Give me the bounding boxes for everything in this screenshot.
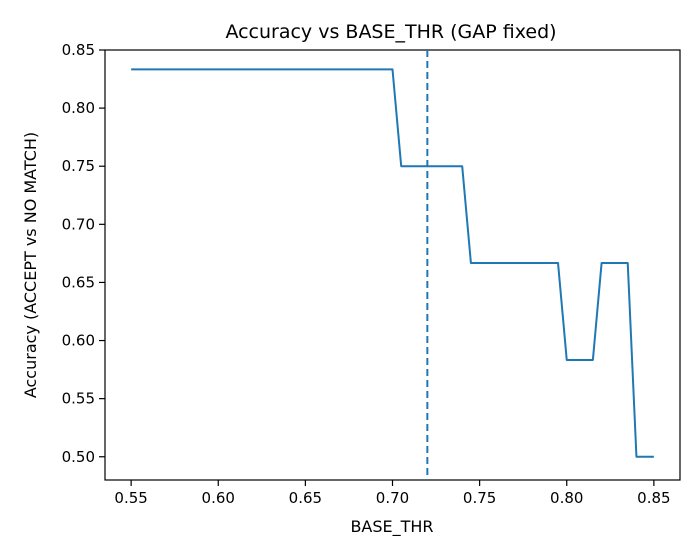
data-point (191, 69, 193, 71)
data-point (348, 69, 350, 71)
y-axis: 0.50 0.55 0.60 0.65 0.70 0.75 0.80 0.85 (62, 41, 105, 466)
y-tick-label: 0.55 (62, 390, 95, 408)
data-point (522, 262, 524, 264)
accuracy-series-line (131, 68, 654, 458)
data-point (444, 165, 446, 167)
data-point (313, 69, 315, 71)
data-point (461, 165, 463, 167)
data-point (226, 69, 228, 71)
data-point (148, 69, 150, 71)
data-point (549, 262, 551, 264)
data-point (322, 69, 324, 71)
data-point (514, 262, 516, 264)
data-point (653, 456, 655, 458)
x-axis: 0.55 0.60 0.65 0.70 0.75 0.80 0.85 (114, 480, 671, 507)
data-point (618, 262, 620, 264)
data-point (644, 456, 646, 458)
data-point (435, 165, 437, 167)
data-point (209, 69, 211, 71)
x-tick-label: 0.70 (376, 489, 409, 507)
y-tick-label: 0.80 (62, 99, 95, 117)
data-point (575, 359, 577, 361)
x-tick-label: 0.65 (289, 489, 322, 507)
data-point (592, 359, 594, 361)
data-point (287, 69, 289, 71)
data-point (496, 262, 498, 264)
data-point (278, 69, 280, 71)
data-point (200, 69, 202, 71)
data-point (636, 456, 638, 458)
y-tick-label: 0.65 (62, 273, 95, 291)
data-point (139, 69, 141, 71)
data-point (296, 69, 298, 71)
data-point (392, 69, 394, 71)
data-point (627, 262, 629, 264)
data-point (610, 262, 612, 264)
data-point (540, 262, 542, 264)
data-point (566, 359, 568, 361)
data-point (505, 262, 507, 264)
data-point (165, 69, 167, 71)
data-point (583, 359, 585, 361)
x-tick-label: 0.75 (463, 489, 496, 507)
data-point (252, 69, 254, 71)
data-point (479, 262, 481, 264)
data-point (339, 69, 341, 71)
data-point (470, 262, 472, 264)
data-point (418, 165, 420, 167)
y-tick-label: 0.85 (62, 41, 95, 59)
data-point (261, 69, 263, 71)
y-axis-label: Accuracy (ACCEPT vs NO MATCH) (21, 132, 40, 398)
x-tick-label: 0.80 (550, 489, 583, 507)
data-point (383, 69, 385, 71)
data-point (331, 69, 333, 71)
chart-title: Accuracy vs BASE_THR (GAP fixed) (225, 21, 556, 43)
data-point (531, 262, 533, 264)
series-group (130, 68, 655, 458)
data-point (130, 69, 132, 71)
plot-area-frame (104, 49, 681, 481)
y-tick-label: 0.75 (62, 157, 95, 175)
data-point (244, 69, 246, 71)
data-point (174, 69, 176, 71)
x-tick-label: 0.55 (114, 489, 147, 507)
y-tick-label: 0.60 (62, 332, 95, 350)
data-point (366, 69, 368, 71)
data-point (374, 69, 376, 71)
x-tick-label: 0.85 (637, 489, 670, 507)
data-point (156, 69, 158, 71)
data-point (409, 165, 411, 167)
data-point (400, 165, 402, 167)
data-point (270, 69, 272, 71)
data-point (557, 262, 559, 264)
data-point (183, 69, 185, 71)
data-point (453, 165, 455, 167)
y-tick-label: 0.70 (62, 215, 95, 233)
data-point (488, 262, 490, 264)
data-point (235, 69, 237, 71)
data-point (427, 165, 429, 167)
x-axis-label: BASE_THR (350, 517, 433, 537)
x-tick-label: 0.60 (202, 489, 235, 507)
data-point (305, 69, 307, 71)
data-point (357, 69, 359, 71)
data-point (601, 262, 603, 264)
y-tick-label: 0.50 (62, 448, 95, 466)
data-point (217, 69, 219, 71)
